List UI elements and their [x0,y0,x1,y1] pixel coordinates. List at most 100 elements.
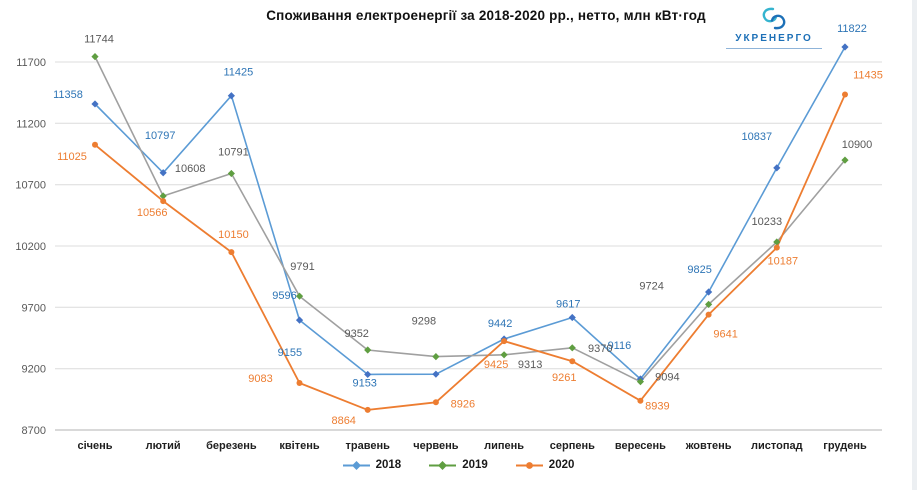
y-axis-tick-label: 11700 [16,57,46,69]
consumption-line-chart: 11700 11200 10700 10200 9700 9200 8700 січень лю… [15,23,883,452]
marker-2018 [432,370,440,378]
data-label-2019: 9313 [518,359,542,371]
data-label-2020: 8939 [645,401,669,413]
data-label-2019: 9370 [588,343,612,355]
x-axis-month-label: лютий [146,440,181,452]
ukrenergo-logo-text: УКРЕНЕРГО [735,33,813,44]
marker-2019 [364,346,372,354]
marker-2018 [91,100,99,108]
x-axis-month-label: червень [413,440,459,452]
marker-2019 [705,300,713,308]
data-label-2019: 10608 [175,163,206,175]
x-axis-month-label: вересень [615,440,666,452]
x-axis-month-label: травень [346,440,391,452]
marker-2019 [227,169,235,178]
ukrenergo-logo-icon [762,7,786,30]
y-axis-tick-label: 11200 [16,118,46,130]
marker-2019 [159,192,167,200]
marker-2018 [568,313,576,322]
data-label-2018: 9155 [278,347,302,359]
marker-2019 [773,238,781,246]
data-label-2018: 11425 [224,67,254,79]
data-label-2019: 9724 [639,280,663,292]
data-label-2018: 9825 [687,264,711,276]
data-label-2019: 9352 [344,328,368,340]
marker-2020 [842,91,848,98]
data-label-2018: 11822 [837,23,867,35]
data-label-2020: 9261 [552,372,576,384]
x-axis-month-label: жовтень [685,440,732,452]
y-axis-tick-label: 9700 [22,302,46,314]
data-label-2018: 9116 [608,340,632,352]
data-label-2020: 11435 [853,70,883,82]
marker-2018 [364,370,372,379]
data-label-2019: 9791 [290,261,314,273]
data-label-2020: 10150 [218,229,249,241]
chart-legend: 2018 2019 2020 [0,459,917,471]
marker-2020 [773,244,780,251]
x-axis-month-label: листопад [751,440,803,452]
data-label-2020: 9083 [248,373,272,385]
data-label-2019: 10233 [752,216,783,228]
marker-2020 [432,399,439,406]
series-line-2019 [94,56,846,383]
series-line-2020 [94,94,846,411]
marker-2020 [364,406,371,413]
legend-swatch-2020 [515,461,543,469]
data-label-2018: 10837 [742,131,773,143]
page-edge-strip [912,0,917,490]
y-axis-tick-label: 10200 [15,241,46,253]
marker-2018 [227,92,235,100]
data-label-2020: 11025 [57,151,87,163]
marker-2019 [636,378,645,386]
marker-2020 [501,338,508,345]
ukrenergo-logo: УКРЕНЕРГО [726,5,822,49]
legend-item-2020: 2020 [515,459,575,471]
data-label-2018: 9442 [488,318,512,330]
marker-2019 [432,353,440,361]
marker-2019 [295,292,304,300]
marker-2020 [569,358,576,365]
x-axis-month-label: січень [77,440,112,452]
marker-2020 [637,397,644,404]
x-axis-month-label: серпень [550,440,595,452]
legend-swatch-2019 [429,460,457,470]
data-label-2020: 8926 [451,398,475,410]
y-axis-tick-label: 9200 [22,364,46,376]
legend-swatch-2018 [342,460,370,470]
x-axis-month-label: грудень [823,440,867,452]
y-axis-tick-label: 10700 [15,180,46,192]
data-label-2020: 10187 [768,256,799,268]
marker-2018 [159,169,167,177]
data-label-2018: 9596 [272,290,296,302]
data-label-2019: 9094 [655,372,679,384]
marker-2018 [705,288,713,296]
legend-item-2019: 2019 [429,459,488,471]
marker-2019 [500,351,508,359]
chart-title: Споживання електроенергії за 2018-2020 р… [266,8,706,23]
legend-label-2019: 2019 [462,459,488,471]
data-label-2018: 9153 [352,377,376,389]
marker-2019 [568,344,576,352]
data-label-2018: 10797 [145,130,176,142]
data-label-2019: 10791 [218,147,249,159]
marker-2020 [92,141,98,148]
marker-2019 [91,53,99,61]
y-axis-tick-label: 8700 [22,425,46,437]
marker-2020 [228,249,235,256]
marker-2019 [841,156,849,164]
data-label-2020: 9641 [713,329,737,341]
data-label-2018: 11358 [53,89,83,101]
data-label-2019: 10900 [842,139,873,151]
data-label-2020: 10566 [137,207,168,219]
marker-2020 [160,198,167,205]
x-axis-month-label: липень [484,440,524,452]
data-label-2020: 9425 [484,359,508,371]
legend-label-2020: 2020 [548,459,575,471]
data-label-2019: 9298 [412,316,436,328]
x-axis-month-label: квітень [279,440,319,452]
marker-2020 [705,311,712,318]
legend-label-2018: 2018 [375,459,402,471]
data-label-2020: 8864 [331,415,355,427]
marker-2020 [296,380,303,386]
